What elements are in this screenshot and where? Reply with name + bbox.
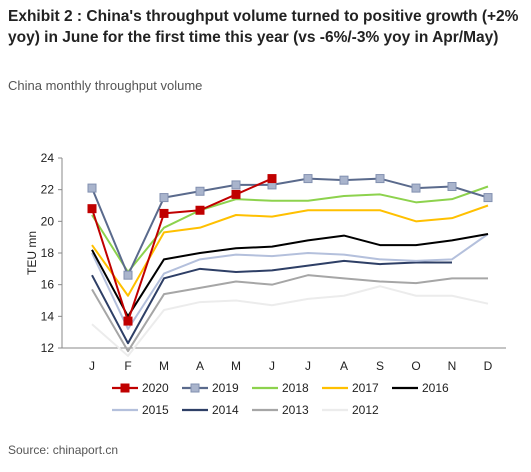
series-2012 bbox=[91, 285, 489, 357]
series-line-2020 bbox=[91, 177, 273, 323]
x-tick-label: D bbox=[484, 359, 493, 373]
legend-marker bbox=[120, 383, 130, 393]
data-point bbox=[123, 270, 133, 280]
series-2019 bbox=[87, 174, 493, 280]
data-point bbox=[195, 205, 205, 215]
data-point bbox=[303, 174, 313, 184]
legend-item-2019: 2019 bbox=[182, 381, 239, 395]
legend-label: 2019 bbox=[212, 381, 239, 395]
series-2017 bbox=[91, 204, 489, 297]
series-2015 bbox=[91, 233, 489, 330]
x-tick-label: A bbox=[196, 359, 204, 373]
data-point bbox=[231, 180, 241, 190]
x-tick-label: M bbox=[159, 359, 169, 373]
x-tick-label: O bbox=[411, 359, 420, 373]
y-tick-label: 18 bbox=[41, 246, 55, 260]
chart-subtitle: China monthly throughput volume bbox=[8, 78, 203, 93]
series-line-2018 bbox=[91, 185, 489, 273]
series-line-2013 bbox=[91, 274, 488, 353]
y-tick-label: 22 bbox=[41, 183, 55, 197]
legend-label: 2017 bbox=[352, 381, 379, 395]
series-2013 bbox=[91, 274, 488, 353]
x-tick-label: A bbox=[340, 359, 348, 373]
data-point bbox=[159, 208, 169, 218]
series-line-2012 bbox=[91, 285, 489, 357]
data-point bbox=[87, 183, 97, 193]
legend-item-2018: 2018 bbox=[252, 381, 309, 395]
series-line-2017 bbox=[91, 204, 489, 297]
y-tick-label: 20 bbox=[41, 214, 55, 228]
series-2016 bbox=[91, 233, 489, 318]
data-point bbox=[411, 183, 421, 193]
data-point bbox=[231, 189, 241, 199]
legend-item-2017: 2017 bbox=[322, 381, 379, 395]
legend-label: 2012 bbox=[352, 403, 379, 417]
data-point bbox=[447, 182, 457, 191]
series-line-2015 bbox=[91, 233, 489, 330]
x-tick-label: J bbox=[305, 359, 311, 373]
data-point bbox=[483, 193, 493, 203]
y-axis-label: TEU mn bbox=[25, 231, 39, 275]
series-layer bbox=[87, 174, 493, 357]
legend-label: 2013 bbox=[282, 403, 309, 417]
legend-label: 2018 bbox=[282, 381, 309, 395]
legend-label: 2016 bbox=[422, 381, 449, 395]
data-point bbox=[195, 186, 205, 196]
chart-legend: 2020 2019 2018 2017 2016 2015 2014 2013 2012 bbox=[112, 381, 449, 417]
chart-axes: 12 14 16 18 20 22 24 TEU mn J F M A M J J A S O N D bbox=[25, 151, 506, 373]
series-2020 bbox=[87, 174, 277, 326]
series-2014 bbox=[91, 259, 452, 345]
legend-label: 2014 bbox=[212, 403, 239, 417]
data-point bbox=[123, 316, 133, 326]
x-tick-label: M bbox=[231, 359, 241, 373]
legend-item-2014: 2014 bbox=[182, 403, 239, 417]
y-tick-label: 24 bbox=[41, 151, 55, 165]
data-point bbox=[375, 174, 385, 184]
series-line-2019 bbox=[91, 177, 489, 277]
legend-marker bbox=[190, 383, 200, 393]
x-tick-label: S bbox=[376, 359, 384, 373]
series-line-2016 bbox=[91, 233, 489, 318]
data-point bbox=[267, 174, 277, 184]
x-tick-label: J bbox=[89, 359, 95, 373]
legend-item-2015: 2015 bbox=[112, 403, 169, 417]
series-line-2014 bbox=[91, 259, 452, 345]
y-tick-label: 14 bbox=[41, 309, 55, 323]
legend-label: 2015 bbox=[142, 403, 169, 417]
data-point bbox=[339, 175, 349, 185]
series-2018 bbox=[91, 185, 489, 273]
legend-item-2016: 2016 bbox=[392, 381, 449, 395]
legend-item-2013: 2013 bbox=[252, 403, 309, 417]
legend-item-2020: 2020 bbox=[112, 381, 169, 395]
x-tick-label: J bbox=[269, 359, 275, 373]
source-note: Source: chinaport.cn bbox=[8, 443, 119, 457]
x-tick-label: F bbox=[124, 359, 131, 373]
data-point bbox=[159, 193, 169, 203]
data-point bbox=[87, 204, 97, 214]
y-tick-label: 16 bbox=[41, 278, 55, 292]
legend-item-2012: 2012 bbox=[322, 403, 379, 417]
chart-title: Exhibit 2 : China's throughput volume tu… bbox=[8, 8, 519, 46]
legend-label: 2020 bbox=[142, 381, 169, 395]
y-tick-label: 12 bbox=[41, 341, 55, 355]
x-tick-label: N bbox=[448, 359, 457, 373]
